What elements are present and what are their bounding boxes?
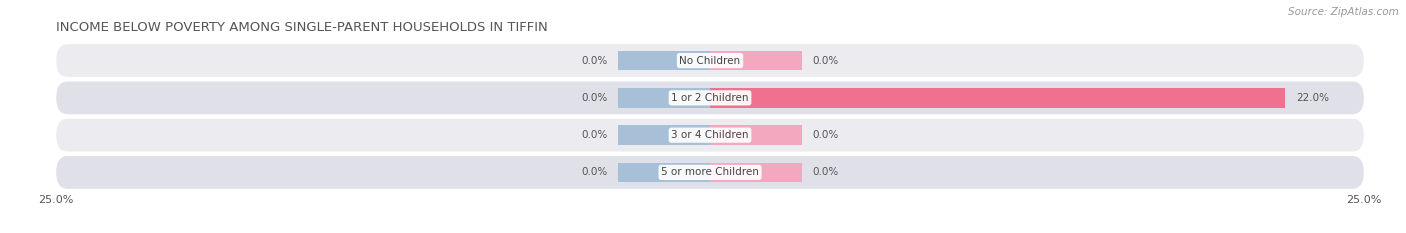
Bar xyxy=(619,88,710,108)
Text: 0.0%: 0.0% xyxy=(813,130,838,140)
Text: 22.0%: 22.0% xyxy=(1296,93,1329,103)
Text: 3 or 4 Children: 3 or 4 Children xyxy=(671,130,749,140)
Text: No Children: No Children xyxy=(679,56,741,65)
Bar xyxy=(710,88,1285,108)
FancyBboxPatch shape xyxy=(56,44,1364,77)
Bar xyxy=(710,51,801,70)
Text: 0.0%: 0.0% xyxy=(813,168,838,177)
Text: 0.0%: 0.0% xyxy=(582,56,607,65)
Text: INCOME BELOW POVERTY AMONG SINGLE-PARENT HOUSEHOLDS IN TIFFIN: INCOME BELOW POVERTY AMONG SINGLE-PARENT… xyxy=(56,21,548,34)
Bar xyxy=(619,125,710,145)
Text: 0.0%: 0.0% xyxy=(582,93,607,103)
Bar xyxy=(710,125,801,145)
FancyBboxPatch shape xyxy=(56,156,1364,189)
Text: 0.0%: 0.0% xyxy=(582,168,607,177)
FancyBboxPatch shape xyxy=(56,119,1364,151)
Text: 0.0%: 0.0% xyxy=(813,56,838,65)
Text: 5 or more Children: 5 or more Children xyxy=(661,168,759,177)
Bar xyxy=(710,163,801,182)
FancyBboxPatch shape xyxy=(56,82,1364,114)
Text: 0.0%: 0.0% xyxy=(582,130,607,140)
Bar xyxy=(619,163,710,182)
Bar xyxy=(619,51,710,70)
Text: 1 or 2 Children: 1 or 2 Children xyxy=(671,93,749,103)
Text: Source: ZipAtlas.com: Source: ZipAtlas.com xyxy=(1288,7,1399,17)
